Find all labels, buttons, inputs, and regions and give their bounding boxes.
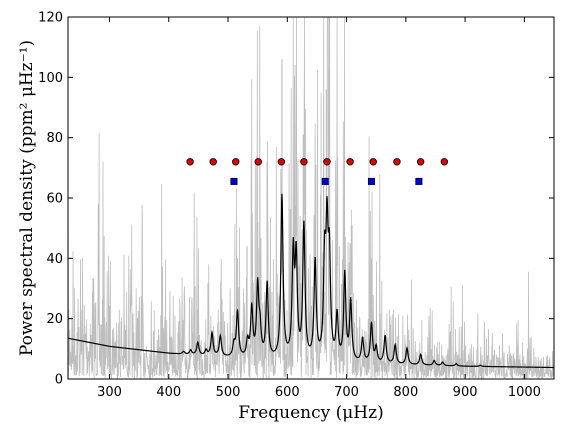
mode-marker-circle: [346, 158, 354, 166]
x-tick-label: 600: [275, 385, 300, 400]
mode-marker-square: [367, 177, 375, 185]
mode-marker-square: [415, 177, 423, 185]
x-tick-label: 800: [393, 385, 418, 400]
y-tick-label: 20: [46, 312, 63, 327]
mode-marker-circle: [300, 158, 308, 166]
mode-marker-circle: [393, 158, 401, 166]
y-tick-label: 0: [55, 373, 63, 388]
mode-marker-circle: [209, 158, 217, 166]
smoothed-spectrum-layer: [67, 193, 555, 369]
mode-marker-circle: [369, 158, 377, 166]
y-tick-label: 40: [46, 252, 63, 267]
raw-spectrum-layer: [67, 16, 555, 380]
x-axis-title: Frequency (μHz): [238, 403, 383, 423]
x-tick-label: 400: [156, 385, 181, 400]
x-tick-label: 300: [97, 385, 122, 400]
y-axis-title: Power spectral density (ppm² μHz⁻¹): [17, 40, 37, 356]
y-tick-label: 80: [46, 131, 63, 146]
x-tick-label: 700: [334, 385, 359, 400]
smoothed-spectrum-line: [67, 193, 555, 369]
mode-marker-circle: [416, 158, 425, 166]
tick-layer: 300 400 500 600 700 800 900 1000 0 20 40 60 80 100 120: [38, 11, 554, 400]
mode-marker-circle: [232, 158, 240, 166]
mode-marker-circle: [323, 158, 331, 166]
marker-layer: [186, 158, 449, 185]
x-tick-label: 900: [453, 385, 478, 400]
y-tick-label: 120: [38, 11, 63, 26]
y-tick-label: 60: [46, 192, 63, 207]
mode-marker-circle: [186, 158, 194, 166]
raw-spectrum-line: [67, 16, 555, 380]
x-tick-label: 500: [216, 385, 241, 400]
mode-marker-circle: [440, 158, 449, 166]
mode-marker-square: [321, 177, 329, 185]
mode-marker-square: [230, 177, 238, 185]
mode-marker-circle: [277, 158, 286, 166]
mode-marker-circle: [254, 158, 262, 166]
x-tick-label: 1000: [508, 385, 541, 400]
y-tick-label: 100: [38, 71, 63, 86]
